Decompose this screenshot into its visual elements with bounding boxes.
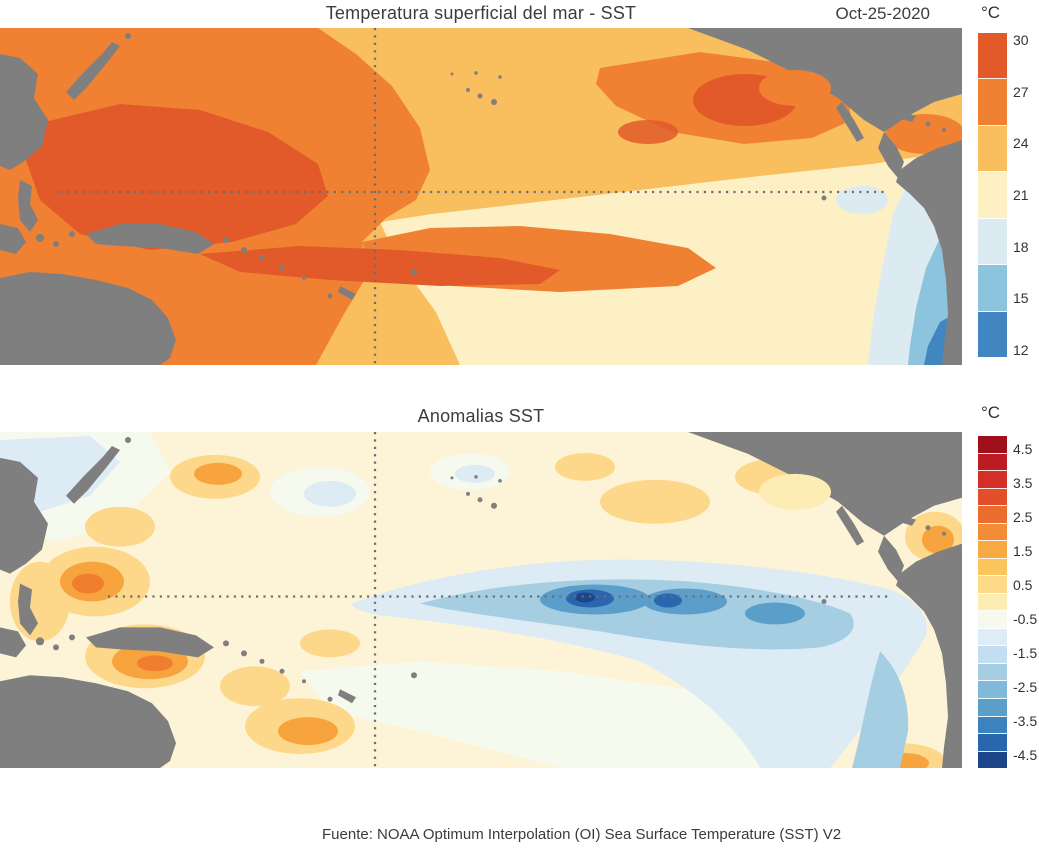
colorbar-segment bbox=[978, 663, 1007, 682]
colorbar-tick-label: -4.5 bbox=[1013, 746, 1038, 763]
colorbar-tick-label: -2.5 bbox=[1013, 678, 1038, 695]
colorbar-segment bbox=[978, 611, 1007, 629]
sst-colorbar: 30 27 24 21 18 15 12 bbox=[978, 32, 1039, 358]
colorbar-segment bbox=[978, 453, 1007, 472]
colorbar-segment bbox=[978, 523, 1007, 542]
colorbar-segment bbox=[978, 628, 1007, 647]
colorbar-segment bbox=[978, 558, 1007, 577]
sst-colorbar-units: °C bbox=[981, 3, 1001, 22]
colorbar-segment bbox=[978, 488, 1007, 507]
anomaly-map-title: Anomalias SST bbox=[417, 406, 545, 426]
colorbar-tick-label: 27 bbox=[1013, 83, 1029, 100]
sst-map-svg bbox=[0, 28, 962, 365]
anomaly-colorbar: 4.5 3.5 2.5 1.5 0.5 -0.5 -1.5 -2.5 -3.5 -4.5 bbox=[978, 436, 1039, 769]
anomaly-colorbar-segments bbox=[978, 436, 1007, 769]
colorbar-tick-label: 24 bbox=[1013, 135, 1029, 152]
colorbar-segment bbox=[978, 576, 1007, 594]
colorbar-segment bbox=[978, 698, 1007, 717]
sst-colorbar-ticks: 30 27 24 21 18 15 12 bbox=[1013, 32, 1039, 358]
sst-map bbox=[0, 28, 962, 365]
land-layer bbox=[0, 28, 962, 365]
colorbar-tick-label: 0.5 bbox=[1013, 577, 1033, 594]
colorbar-segment bbox=[978, 506, 1007, 524]
colorbar-tick-label: 30 bbox=[1013, 32, 1029, 49]
source-caption: Fuente: NOAA Optimum Interpolation (OI) … bbox=[322, 826, 842, 843]
colorbar-segment bbox=[978, 311, 1007, 357]
colorbar-segment bbox=[978, 436, 1007, 454]
colorbar-tick-label: 12 bbox=[1013, 341, 1029, 358]
colorbar-segment bbox=[978, 681, 1007, 699]
colorbar-tick-label: 3.5 bbox=[1013, 475, 1033, 492]
colorbar-segment bbox=[978, 646, 1007, 664]
sst-colorbar-segments bbox=[978, 33, 1007, 357]
colorbar-segment bbox=[978, 751, 1007, 769]
anomaly-colorbar-ticks: 4.5 3.5 2.5 1.5 0.5 -0.5 -1.5 -2.5 -3.5 -4.5 bbox=[1013, 436, 1039, 768]
sst-map-date: Oct-25-2020 bbox=[835, 4, 931, 23]
colorbar-segment bbox=[978, 265, 1007, 312]
colorbar-segment bbox=[978, 541, 1007, 559]
colorbar-segment bbox=[978, 125, 1007, 173]
colorbar-segment bbox=[978, 716, 1007, 735]
anomaly-map bbox=[0, 432, 962, 768]
colorbar-tick-label: 4.5 bbox=[1013, 441, 1033, 458]
colorbar-tick-label: 21 bbox=[1013, 187, 1029, 203]
colorbar-tick-label: 18 bbox=[1013, 238, 1029, 255]
colorbar-tick-label: -1.5 bbox=[1013, 644, 1038, 661]
colorbar-tick-label: 15 bbox=[1013, 290, 1029, 307]
colorbar-tick-label: 2.5 bbox=[1013, 509, 1033, 526]
gulf-of-mexico-sea bbox=[759, 70, 831, 106]
colorbar-tick-label: -3.5 bbox=[1013, 712, 1038, 729]
colorbar-tick-label: 1.5 bbox=[1013, 543, 1033, 560]
colorbar-segment bbox=[978, 33, 1007, 80]
gulf-of-mexico-sea bbox=[759, 473, 831, 510]
colorbar-segment bbox=[978, 734, 1007, 752]
colorbar-segment bbox=[978, 471, 1007, 489]
colorbar-segment bbox=[978, 172, 1007, 219]
land-layer bbox=[0, 432, 962, 768]
anomaly-colorbar-units: °C bbox=[981, 403, 1001, 422]
sst-map-title: Temperatura superficial del mar - SST bbox=[325, 3, 637, 23]
colorbar-segment bbox=[978, 593, 1007, 612]
colorbar-tick-label: -0.5 bbox=[1013, 610, 1038, 627]
sst-reference-lines bbox=[60, 28, 888, 365]
anomaly-map-svg bbox=[0, 432, 962, 768]
colorbar-segment bbox=[978, 218, 1007, 266]
colorbar-segment bbox=[978, 79, 1007, 126]
